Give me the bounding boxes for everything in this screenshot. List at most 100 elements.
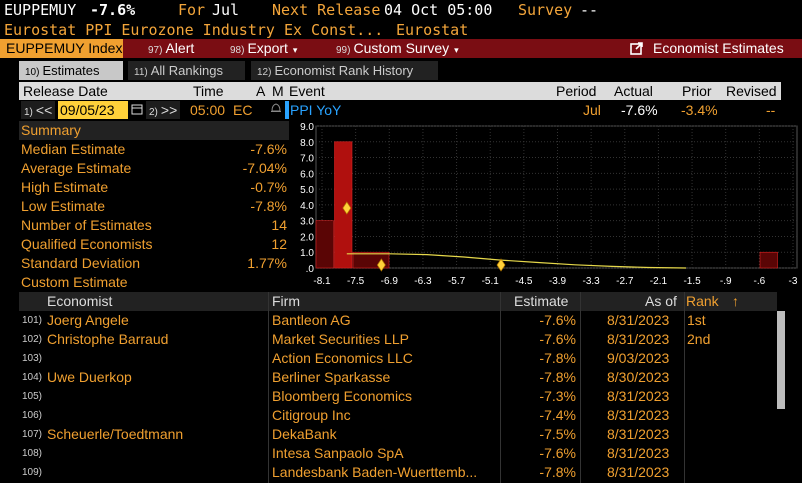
- table-row[interactable]: 107) Scheuerle/Toedtmann DekaBank -7.5% 8/31…: [0, 425, 776, 444]
- y-tick-label: 2.0: [300, 232, 314, 243]
- summary-row: Average Estimate -7.04%: [21, 160, 287, 176]
- col-firm[interactable]: Firm: [272, 293, 300, 309]
- col-release-date[interactable]: Release Date: [23, 83, 108, 99]
- col-as-of[interactable]: As of: [645, 293, 677, 309]
- cell-as-of: 8/31/2023: [607, 407, 670, 423]
- custom-survey-button[interactable]: 99) Custom Survey ▾: [336, 40, 459, 56]
- average-marker: [376, 258, 386, 272]
- x-tick-label: -8.1: [313, 276, 331, 287]
- median-marker: [342, 201, 352, 215]
- cell-firm[interactable]: Landesbank Baden-Wuerttemb...: [272, 464, 478, 480]
- alert-button[interactable]: 97) Alert: [148, 40, 195, 56]
- cell-estimate: -7.5%: [539, 426, 576, 442]
- ticker: EUPPEMUY: [4, 1, 77, 19]
- col-economist[interactable]: Economist: [47, 293, 113, 309]
- cell-as-of: 8/30/2023: [607, 369, 670, 385]
- table-row[interactable]: 104) Uwe Duerkop Berliner Sparkasse -7.8% 8/…: [0, 368, 776, 387]
- tab-all-rankings[interactable]: 11) All Rankings: [128, 61, 245, 80]
- table-row[interactable]: 103) Action Economics LLC -7.8% 9/03/2023: [0, 349, 776, 368]
- event-name[interactable]: PPI YoY: [290, 102, 342, 118]
- cell-economist[interactable]: Scheuerle/Toedtmann: [47, 426, 184, 442]
- cell-idx: 108): [22, 448, 43, 459]
- table-row[interactable]: 109) Landesbank Baden-Wuerttemb... -7.8% 8/…: [0, 463, 776, 482]
- release-date-input[interactable]: 09/05/23: [58, 101, 128, 119]
- col-event[interactable]: Event: [289, 83, 325, 99]
- cell-economist[interactable]: Christophe Barraud: [47, 331, 169, 347]
- table-row[interactable]: 108) Intesa Sanpaolo SpA -7.6% 8/31/2023: [0, 444, 776, 463]
- cell-firm[interactable]: Intesa Sanpaolo SpA: [272, 445, 404, 461]
- cell-rank: 1st: [687, 312, 706, 328]
- cell-as-of: 8/31/2023: [607, 331, 670, 347]
- release-row: 1) << 09/05/23 2) >> 05:00 EC PPI YoY Jul …: [0, 100, 802, 120]
- table-row[interactable]: 105) Bloomberg Economics -7.3% 8/31/2023: [0, 387, 776, 406]
- histogram-bar: [315, 220, 334, 269]
- col-rank[interactable]: Rank: [686, 293, 719, 309]
- column-divider: [580, 292, 581, 483]
- release-timezone: EC: [233, 102, 253, 118]
- cell-idx: 105): [22, 391, 43, 402]
- cell-firm[interactable]: DekaBank: [272, 426, 337, 442]
- event-selected-marker: [285, 101, 289, 119]
- tab-bar: 10) Estimates 11) All Rankings 12) Economis…: [0, 61, 802, 80]
- y-tick-label: 4.0: [300, 201, 314, 212]
- column-divider: [500, 292, 501, 483]
- cell-firm[interactable]: Bantleon AG: [272, 312, 351, 328]
- cell-economist[interactable]: Uwe Duerkop: [47, 369, 132, 385]
- col-revised[interactable]: Revised: [726, 83, 777, 99]
- col-m[interactable]: M: [272, 83, 284, 99]
- calendar-icon[interactable]: [131, 101, 143, 119]
- export-button[interactable]: 98) Export ▾: [230, 40, 298, 56]
- cell-firm[interactable]: Market Securities LLP: [272, 331, 409, 347]
- histogram-bar: [759, 251, 778, 269]
- column-divider: [684, 292, 685, 483]
- table-row[interactable]: 102) Christophe Barraud Market Securities …: [0, 330, 776, 349]
- cell-firm[interactable]: Berliner Sparkasse: [272, 369, 391, 385]
- cell-idx: 103): [22, 353, 43, 364]
- next-release-label: Next Release: [272, 1, 381, 19]
- col-estimate[interactable]: Estimate: [514, 293, 569, 309]
- index-button[interactable]: EUPPEMUY Index: [0, 39, 123, 58]
- col-actual[interactable]: Actual: [614, 83, 653, 99]
- y-tick-label: 9.0: [300, 122, 314, 133]
- last-value: -7.6%: [90, 1, 136, 19]
- cell-idx: 106): [22, 410, 43, 421]
- table-row[interactable]: 101) Joerg Angele Bantleon AG -7.6% 8/31/202…: [0, 311, 776, 330]
- economist-estimates-button[interactable]: Economist Estimates: [630, 39, 784, 58]
- y-tick-label: 6.0: [300, 169, 314, 180]
- description: Eurostat PPI Eurozone Industry Ex Const.…: [4, 21, 384, 39]
- cell-as-of: 9/03/2023: [607, 350, 670, 366]
- summary-row: Median Estimate -7.6%: [21, 141, 287, 157]
- col-period[interactable]: Period: [556, 83, 597, 99]
- dropdown-caret-icon: ▾: [292, 45, 298, 55]
- cell-as-of: 8/31/2023: [607, 426, 670, 442]
- cell-as-of: 8/31/2023: [607, 445, 670, 461]
- table-scrollbar[interactable]: [776, 311, 786, 483]
- previous-release-button[interactable]: 1) <<: [21, 101, 56, 119]
- cell-firm[interactable]: Action Economics LLC: [272, 350, 413, 366]
- next-release-button[interactable]: 2) >>: [146, 101, 181, 119]
- tab-estimates[interactable]: 10) Estimates: [19, 61, 123, 80]
- release-time: 05:00: [190, 102, 226, 118]
- cell-estimate: -7.8%: [539, 350, 576, 366]
- cell-firm[interactable]: Citigroup Inc: [272, 407, 351, 423]
- cell-estimate: -7.6%: [539, 312, 576, 328]
- x-tick-label: -2.7: [616, 276, 634, 287]
- release-revised: --: [766, 102, 776, 118]
- x-tick-label: -4.5: [515, 276, 533, 287]
- cell-estimate: -7.4%: [539, 407, 576, 423]
- bell-icon[interactable]: [270, 101, 282, 119]
- x-tick-label: -3.3: [583, 276, 601, 287]
- cell-idx: 102): [22, 334, 43, 345]
- histogram-bar: [334, 141, 353, 269]
- scrollbar-thumb[interactable]: [777, 311, 785, 409]
- col-a[interactable]: A: [256, 83, 266, 99]
- for-label: For: [178, 1, 206, 19]
- col-time[interactable]: Time: [193, 83, 224, 99]
- tab-economist-rank-history[interactable]: 12) Economist Rank History: [251, 61, 438, 80]
- cell-firm[interactable]: Bloomberg Economics: [272, 388, 413, 404]
- cell-idx: 104): [22, 372, 43, 383]
- col-prior[interactable]: Prior: [682, 83, 712, 99]
- cell-economist[interactable]: Joerg Angele: [47, 312, 129, 328]
- sort-arrow-icon[interactable]: ↑: [732, 293, 739, 309]
- table-row[interactable]: 106) Citigroup Inc -7.4% 8/31/2023: [0, 406, 776, 425]
